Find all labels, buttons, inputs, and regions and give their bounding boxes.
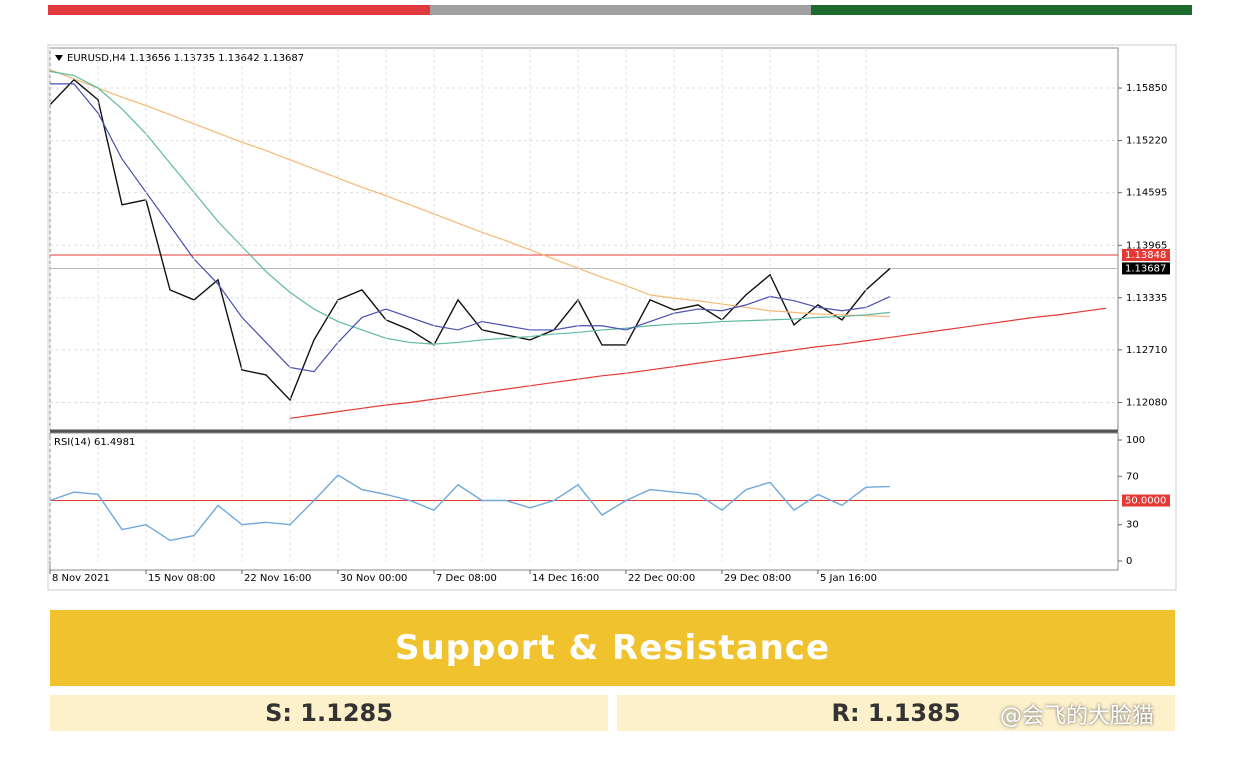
level-label: 1.13848 xyxy=(1125,250,1166,261)
chart-title: EURUSD,H4 1.13656 1.13735 1.13642 1.1368… xyxy=(67,53,304,64)
x-tick-label: 22 Nov 16:00 xyxy=(244,573,311,584)
level-tag xyxy=(1122,262,1170,275)
banner: Support & Resistance xyxy=(50,610,1175,686)
level-tag xyxy=(1122,249,1170,262)
series-line xyxy=(289,307,1107,419)
level-label: 1.13687 xyxy=(1125,263,1166,274)
x-tick-label: 7 Dec 08:00 xyxy=(436,573,497,584)
x-tick-label: 30 Nov 00:00 xyxy=(340,573,407,584)
y-tick-label: 1.12080 xyxy=(1126,397,1167,408)
rsi-title: RSI(14) 61.4981 xyxy=(54,437,135,448)
x-tick-label: 22 Dec 00:00 xyxy=(628,573,695,584)
series-line xyxy=(49,69,891,318)
color-bar xyxy=(48,5,430,15)
x-tick-label: 15 Nov 08:00 xyxy=(148,573,215,584)
y-tick-label: 100 xyxy=(1126,435,1145,446)
support: S: 1.1285 xyxy=(50,695,608,731)
x-tick-label: 29 Dec 08:00 xyxy=(724,573,791,584)
level-label: 50.0000 xyxy=(1125,496,1166,507)
y-tick-label: 1.13335 xyxy=(1126,293,1167,304)
series-line xyxy=(50,83,891,373)
series-line xyxy=(49,474,891,542)
x-tick-label: 14 Dec 16:00 xyxy=(532,573,599,584)
y-tick-label: 70 xyxy=(1126,471,1139,482)
resistance: R: 1.1385 xyxy=(617,695,1175,731)
color-bar xyxy=(430,5,811,15)
x-tick-label: 8 Nov 2021 xyxy=(52,573,110,584)
dropdown-icon xyxy=(55,55,63,61)
level-tag xyxy=(1122,494,1170,507)
y-tick-label: 1.13965 xyxy=(1126,240,1167,251)
series-line xyxy=(49,78,891,402)
watermark: @会飞的大脸猫 xyxy=(1000,704,1155,729)
y-tick-label: 1.15850 xyxy=(1126,83,1167,94)
y-tick-label: 1.14595 xyxy=(1126,188,1167,199)
color-bar xyxy=(811,5,1192,15)
y-tick-label: 1.12710 xyxy=(1126,345,1167,356)
y-tick-label: 0 xyxy=(1126,556,1132,567)
chart-frame xyxy=(47,44,1177,591)
y-tick-label: 30 xyxy=(1126,520,1139,531)
series-line xyxy=(49,70,891,345)
y-tick-label: 1.15220 xyxy=(1126,136,1167,147)
x-tick-label: 5 Jan 16:00 xyxy=(820,573,877,584)
